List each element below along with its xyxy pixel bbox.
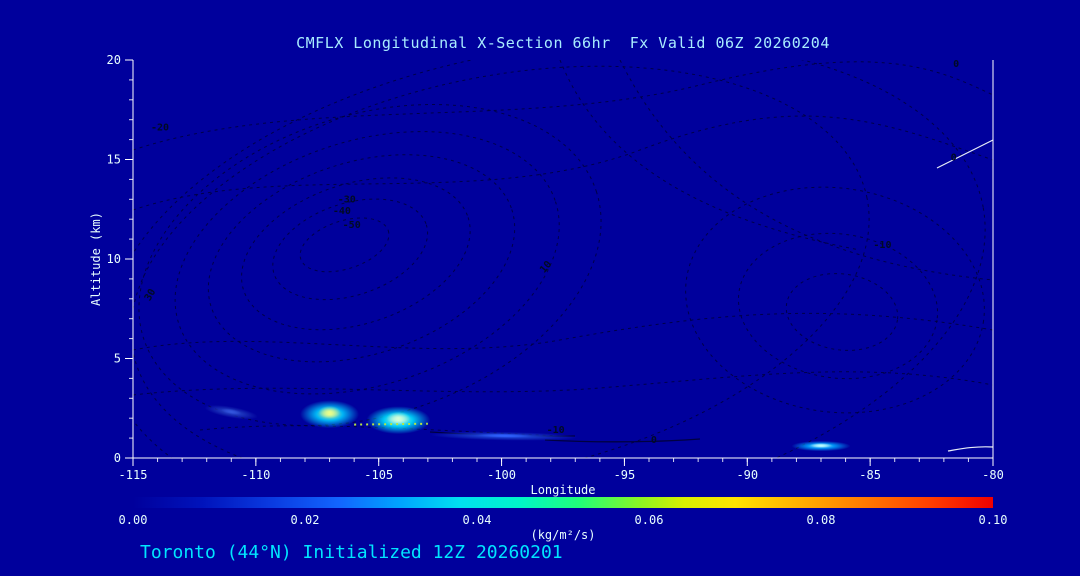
y-tick-label: 20 (107, 53, 121, 67)
flux-blob-core (809, 442, 833, 448)
contour-label: -50 (343, 220, 361, 231)
footer-text: Toronto (44°N) Initialized 12Z 20260201 (140, 542, 563, 563)
contour-label: -40 (333, 206, 351, 217)
contour-label: 30 (143, 287, 159, 303)
y-tick-label: 5 (114, 352, 121, 366)
colorbar-tick-label: 0.06 (634, 513, 664, 527)
contour-labels: -20 -30-40 -50 30 10 -10 -10 0 0 0 (143, 59, 959, 446)
contour-label: 10 (538, 259, 554, 275)
y-tick-label: 15 (107, 153, 121, 167)
contour-label: 0 (953, 59, 959, 70)
contour-label: 0 (951, 153, 957, 164)
y-tick-label: 0 (114, 451, 121, 465)
x-tick-label: -95 (614, 468, 636, 482)
x-tick-label: -85 (859, 468, 881, 482)
y-tick-label: 10 (107, 252, 121, 266)
x-tick-label: -90 (736, 468, 758, 482)
colorbar-tick-labels: 0.00 0.02 0.04 0.06 0.08 0.10 (0, 513, 1080, 529)
colorbar-tick-label: 0.02 (290, 513, 320, 527)
contour-label: -10 (547, 425, 565, 436)
colorbar-tick-label: 0.10 (978, 513, 1008, 527)
colorbar (133, 497, 993, 508)
colorbar-tick-label: 0.00 (118, 513, 148, 527)
x-tick-label: -115 (119, 468, 148, 482)
colorbar-tick-label: 0.04 (462, 513, 492, 527)
flux-blob-core (386, 411, 411, 425)
contour-lines (133, 60, 993, 458)
x-tick-label: -105 (364, 468, 393, 482)
flux-blob-core (476, 433, 533, 438)
chart-title: CMFLX Longitudinal X-Section 66hr Fx Val… (296, 34, 830, 52)
flux-blob-core (318, 405, 341, 419)
x-tick-label: -100 (487, 468, 516, 482)
colorbar-units: (kg/m²/s) (530, 528, 596, 542)
contour-label: -20 (151, 123, 169, 134)
flux-speckle-line (354, 422, 428, 426)
colorbar-tick-label: 0.08 (806, 513, 836, 527)
x-axis-title: Longitude (530, 483, 596, 497)
contour-label: 0 (651, 435, 657, 446)
y-axis-title: Altitude (km) (89, 212, 103, 306)
x-tick-label: -110 (241, 468, 270, 482)
contour-label: -10 (873, 240, 891, 251)
x-tick-label: -80 (982, 468, 1004, 482)
flux-blob-core (221, 408, 242, 415)
contour-label: -30 (338, 194, 356, 205)
flux-features (204, 400, 851, 452)
